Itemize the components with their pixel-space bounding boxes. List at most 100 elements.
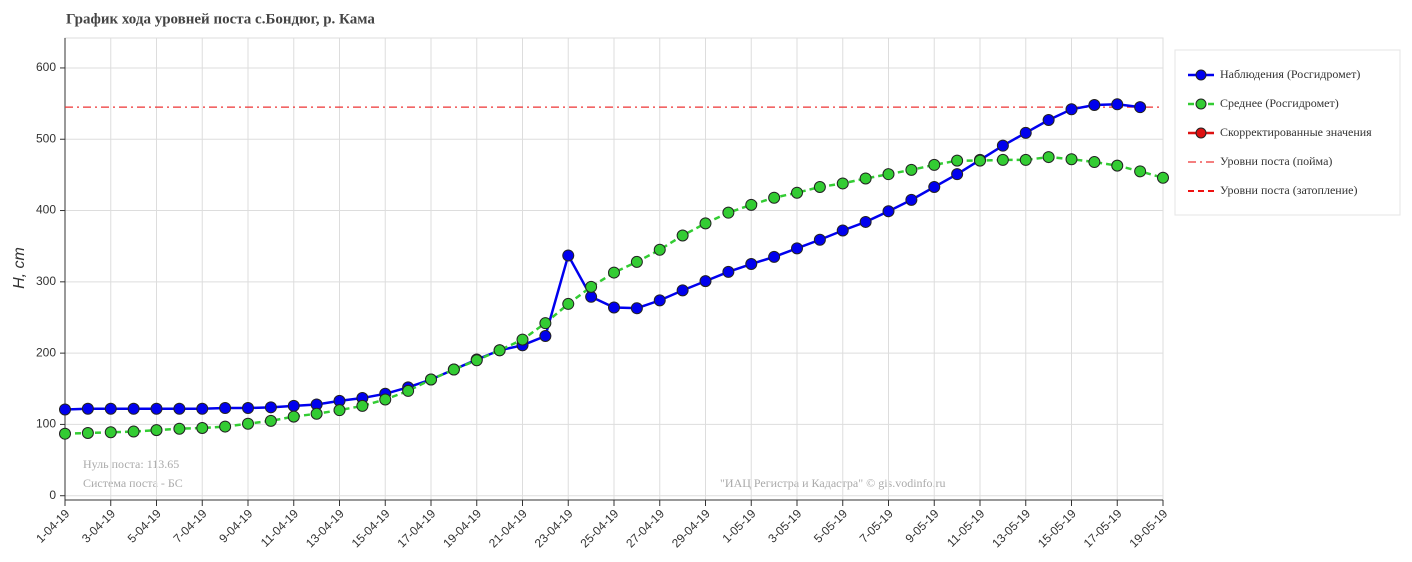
data-point xyxy=(150,424,163,437)
data-point xyxy=(539,317,552,330)
legend-label: Среднее (Росгидромет) xyxy=(1220,96,1339,110)
x-tick-label: 1-05-19 xyxy=(719,506,758,545)
legend-label: Уровни поста (затопление) xyxy=(1220,183,1357,197)
data-point xyxy=(951,168,964,181)
y-axis-label: H, cm xyxy=(11,247,28,289)
data-point xyxy=(859,215,872,228)
chart-title: График хода уровней поста с.Бондюг, р. К… xyxy=(66,11,375,27)
x-tick-label: 29-04-19 xyxy=(669,506,713,550)
data-point xyxy=(882,168,895,181)
x-tick-label: 5-05-19 xyxy=(811,506,850,545)
series-line xyxy=(64,103,1141,411)
data-point xyxy=(608,266,620,279)
data-point xyxy=(516,333,529,346)
data-point xyxy=(745,258,758,271)
x-tick-label: 5-04-19 xyxy=(125,506,164,545)
data-point xyxy=(745,198,758,211)
data-point xyxy=(59,427,71,440)
x-tick-label: 17-05-19 xyxy=(1081,506,1125,550)
y-tick-label: 500 xyxy=(36,131,56,145)
data-point xyxy=(768,191,781,204)
data-point xyxy=(1111,159,1124,172)
data-point xyxy=(813,233,826,246)
data-point xyxy=(1019,126,1032,139)
data-point xyxy=(1134,101,1147,114)
data-point xyxy=(791,186,803,199)
data-point xyxy=(493,344,506,357)
data-point xyxy=(379,393,392,406)
data-point xyxy=(928,181,941,194)
y-tick-label: 300 xyxy=(36,274,56,288)
data-point xyxy=(653,294,666,307)
data-point xyxy=(1065,153,1078,166)
data-point xyxy=(196,421,209,434)
x-tick-label: 19-05-19 xyxy=(1126,506,1170,550)
x-tick-label: 13-04-19 xyxy=(303,506,347,550)
x-tick-label: 9-05-19 xyxy=(902,506,941,545)
data-point xyxy=(699,275,712,288)
data-point xyxy=(81,402,94,415)
data-point xyxy=(173,402,186,415)
y-tick-label: 200 xyxy=(36,345,56,359)
data-point xyxy=(219,402,232,415)
x-tick-label: 1-04-19 xyxy=(33,506,72,545)
x-tick-label: 15-04-19 xyxy=(349,506,393,550)
data-point xyxy=(287,410,300,423)
data-point xyxy=(1088,99,1101,112)
y-tick-label: 100 xyxy=(36,417,56,431)
x-tick-label: 15-05-19 xyxy=(1035,506,1079,550)
data-point xyxy=(1042,151,1055,164)
data-point xyxy=(333,404,346,417)
data-point xyxy=(585,290,598,303)
x-tick-label: 11-05-19 xyxy=(944,506,987,549)
data-point xyxy=(173,422,186,435)
data-point xyxy=(653,243,666,256)
x-tick-label: 7-05-19 xyxy=(857,506,896,545)
data-point xyxy=(447,363,460,376)
data-point xyxy=(264,401,277,414)
x-tick-label: 17-04-19 xyxy=(394,506,438,550)
data-point xyxy=(242,402,254,415)
y-tick-label: 600 xyxy=(36,60,56,74)
x-tick-label: 9-04-19 xyxy=(216,506,255,545)
data-point xyxy=(81,426,94,439)
data-point xyxy=(59,403,71,416)
x-tick-label: 19-04-19 xyxy=(440,506,484,550)
data-point xyxy=(722,206,735,219)
data-point xyxy=(242,417,254,430)
data-point xyxy=(859,172,872,185)
data-point xyxy=(1065,103,1078,116)
data-point xyxy=(104,426,117,439)
x-tick-label: 13-05-19 xyxy=(989,506,1033,550)
data-point xyxy=(951,154,964,167)
data-point xyxy=(996,139,1009,152)
data-point xyxy=(425,373,437,386)
legend-marker xyxy=(1195,127,1207,139)
data-point xyxy=(699,217,712,230)
data-point xyxy=(836,177,849,190)
x-tick-label: 21-04-19 xyxy=(486,506,530,550)
data-point xyxy=(630,302,643,315)
legend-marker xyxy=(1195,69,1207,81)
y-tick-label: 400 xyxy=(36,203,56,217)
data-point xyxy=(219,420,232,433)
data-point xyxy=(1088,156,1101,169)
data-point xyxy=(470,354,483,367)
data-point xyxy=(1111,98,1124,111)
data-point xyxy=(1019,153,1032,166)
data-point xyxy=(562,297,575,310)
data-point xyxy=(562,249,575,262)
x-tick-label: 11-04-19 xyxy=(258,506,301,549)
data-point xyxy=(150,402,163,415)
x-tick-label: 27-04-19 xyxy=(623,506,667,550)
legend-label: Уровни поста (пойма) xyxy=(1220,154,1332,168)
annotation: "ИАЦ Регистра и Кадастра" © gis.vodinfo.… xyxy=(720,476,946,490)
data-point xyxy=(905,163,918,176)
data-point xyxy=(287,399,300,412)
data-point xyxy=(585,280,598,293)
data-point xyxy=(539,330,552,343)
data-point xyxy=(768,250,781,263)
data-point xyxy=(928,158,941,171)
data-point xyxy=(356,399,369,412)
data-point xyxy=(905,193,918,206)
